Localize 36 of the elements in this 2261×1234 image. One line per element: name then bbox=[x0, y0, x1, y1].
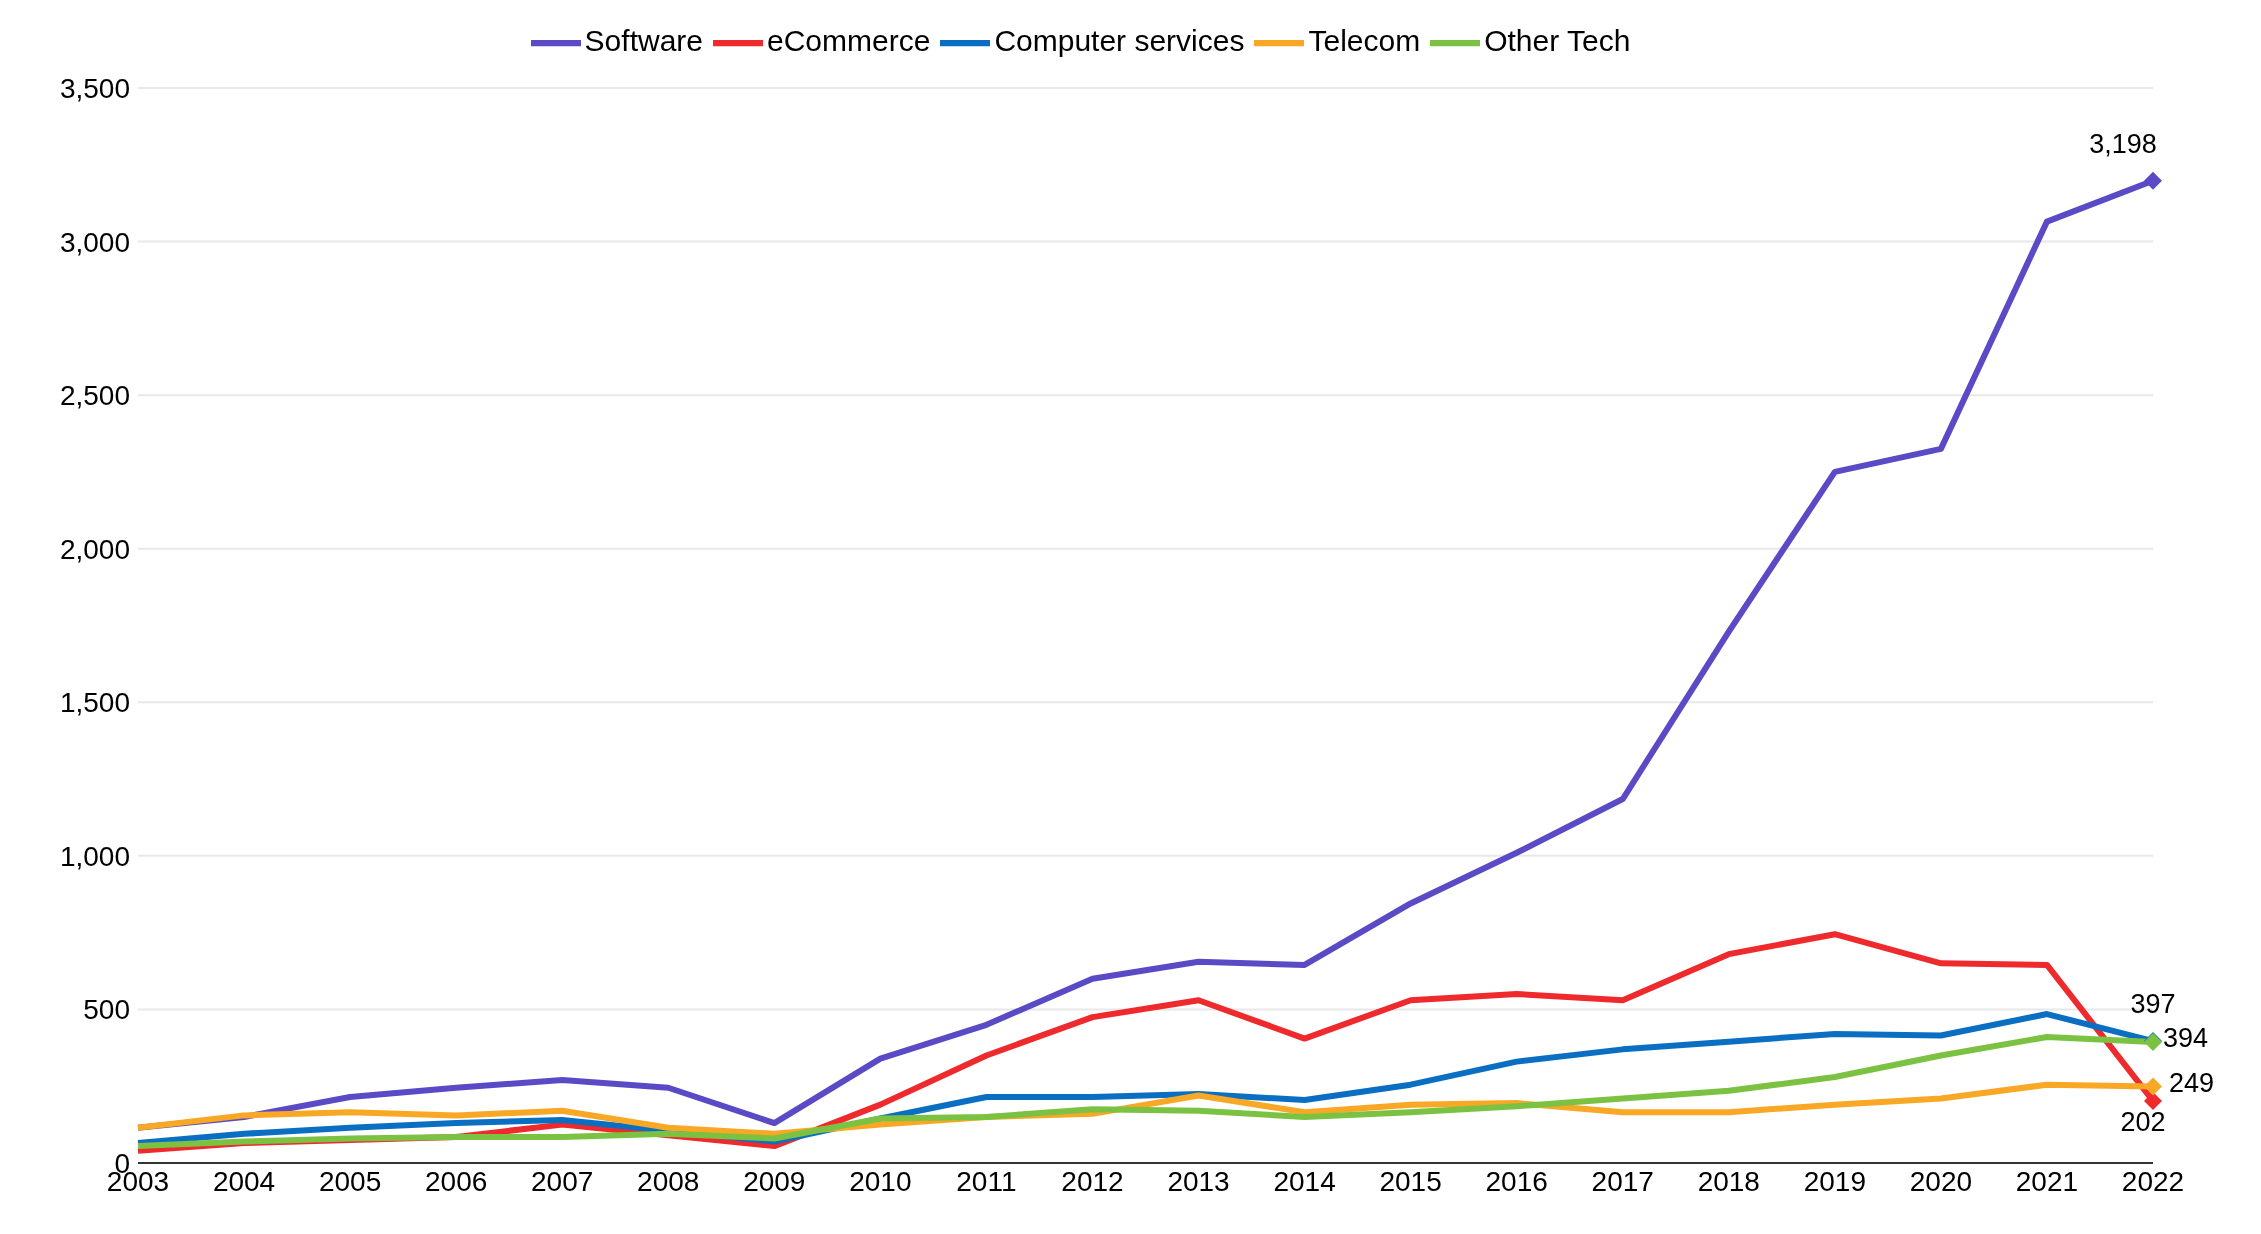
data-label: 202 bbox=[2120, 1106, 2166, 1137]
x-tick-label: 2014 bbox=[1273, 1165, 1336, 1197]
x-tick-label: 2020 bbox=[1909, 1165, 1973, 1197]
legend-label: Software bbox=[584, 23, 703, 57]
y-tick-label: 2,500 bbox=[59, 380, 130, 412]
x-tick-label: 2007 bbox=[531, 1165, 594, 1197]
legend-label: Other Tech bbox=[1484, 23, 1631, 57]
x-tick-label: 2022 bbox=[2121, 1165, 2185, 1197]
y-tick-label: 1,500 bbox=[59, 687, 130, 719]
y-tick-label: 3,000 bbox=[59, 226, 130, 258]
x-tick-label: 2017 bbox=[1591, 1165, 1654, 1197]
y-tick-label: 2,000 bbox=[59, 533, 130, 565]
data-label: 394 bbox=[2163, 1022, 2209, 1053]
x-tick-label: 2008 bbox=[637, 1165, 700, 1197]
legend-label: Computer services bbox=[994, 23, 1245, 57]
x-tick-label: 2012 bbox=[1061, 1165, 1124, 1197]
x-tick-label: 2005 bbox=[318, 1165, 382, 1197]
x-tick-label: 2006 bbox=[425, 1165, 488, 1197]
y-tick-label: 1,000 bbox=[59, 840, 130, 872]
data-label: 3,198 bbox=[2089, 128, 2157, 159]
data-label: 397 bbox=[2130, 989, 2176, 1020]
y-tick-label: 500 bbox=[83, 994, 130, 1026]
y-tick-label: 3,500 bbox=[59, 72, 130, 104]
x-tick-label: 2018 bbox=[1697, 1165, 1760, 1197]
x-tick-label: 2015 bbox=[1379, 1165, 1442, 1197]
legend-label: Telecom bbox=[1308, 23, 1421, 57]
x-tick-label: 2010 bbox=[849, 1165, 912, 1197]
data-label: 249 bbox=[2169, 1067, 2215, 1098]
x-tick-label: 2013 bbox=[1167, 1165, 1230, 1197]
x-tick-label: 2004 bbox=[212, 1165, 276, 1197]
x-tick-label: 2011 bbox=[956, 1165, 1017, 1197]
legend-label: eCommerce bbox=[767, 23, 931, 57]
x-tick-label: 2019 bbox=[1803, 1165, 1866, 1197]
x-tick-label: 2021 bbox=[2015, 1165, 2079, 1197]
x-tick-label: 2009 bbox=[743, 1165, 806, 1197]
x-tick-label: 2016 bbox=[1485, 1165, 1548, 1197]
